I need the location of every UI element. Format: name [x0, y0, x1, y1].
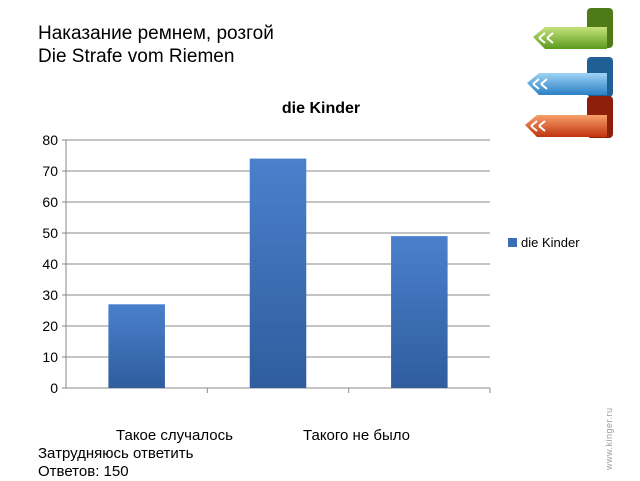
- slide-heading: Наказание ремнем, розгой Die Strafe vom …: [38, 22, 274, 68]
- y-tick-label: 10: [42, 349, 58, 365]
- y-tick-label: 80: [42, 132, 58, 148]
- footer-notes: Затрудняюсь ответить Ответов: 150: [38, 445, 193, 481]
- category-label-2: Затрудняюсь ответить: [38, 445, 194, 462]
- y-tick-label: 30: [42, 287, 58, 303]
- category-label-1: Такого не было: [303, 427, 410, 444]
- bar-2: [391, 236, 448, 388]
- green-arrow-icon: [533, 8, 613, 49]
- heading-line-ru: Наказание ремнем, розгой: [38, 23, 274, 44]
- chart-bars: [108, 158, 448, 388]
- heading-line-de: Die Strafe vom Riemen: [38, 46, 235, 67]
- y-tick-label: 70: [42, 163, 58, 179]
- y-tick-label: 0: [50, 380, 58, 396]
- y-tick-label: 40: [42, 256, 58, 272]
- decorative-arrows: [525, 8, 613, 138]
- responses-count: Ответов: 150: [38, 463, 129, 480]
- chart-legend: die Kinder: [508, 235, 580, 250]
- legend-label: die Kinder: [521, 235, 580, 250]
- watermark: www.kinger.ru: [604, 407, 614, 470]
- y-tick-label: 50: [42, 225, 58, 241]
- chart-title: die Kinder: [282, 100, 360, 117]
- bar-1: [249, 158, 307, 388]
- blue-arrow-icon: [527, 57, 613, 97]
- y-tick-label: 20: [42, 318, 58, 334]
- category-label-0: Такое случалось: [116, 427, 233, 444]
- bar-0: [108, 304, 165, 388]
- y-tick-label: 60: [42, 194, 58, 210]
- legend-swatch: [508, 238, 517, 247]
- red-arrow-icon: [525, 96, 613, 138]
